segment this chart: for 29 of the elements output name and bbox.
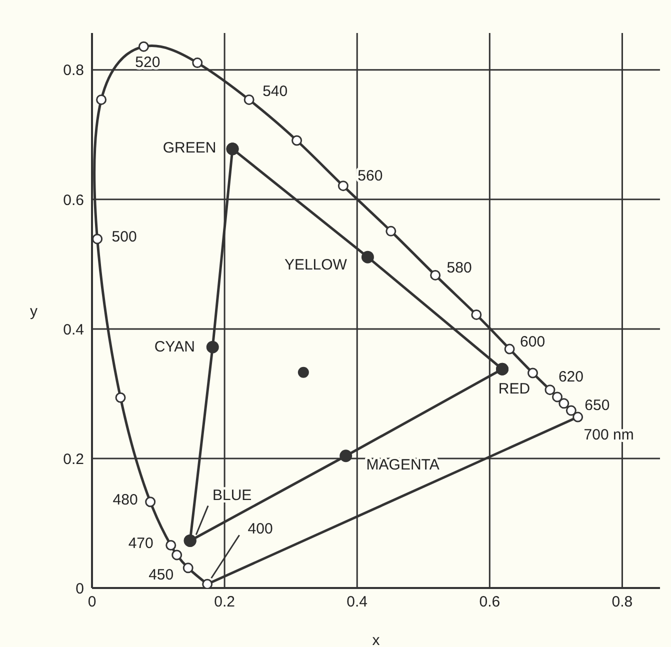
annotation: 620 xyxy=(558,368,584,386)
annotation: 520 xyxy=(135,54,160,72)
annotation: 650 xyxy=(584,397,610,414)
annotation: 500 xyxy=(112,228,137,246)
y-axis-title: y xyxy=(30,302,38,320)
x-axis-title: x xyxy=(372,632,380,647)
annotation: RED xyxy=(498,380,530,398)
y-tick-label: 0.8 xyxy=(63,62,84,80)
annotation: 540 xyxy=(262,83,288,100)
x-tick-label: 0.4 xyxy=(346,594,368,611)
annotation: 470 xyxy=(128,534,154,552)
x-tick-label: 0.6 xyxy=(479,594,500,611)
x-tick-label: 0.8 xyxy=(612,594,633,611)
x-tick-label: 0 xyxy=(88,594,96,611)
annotation: 560 xyxy=(358,167,383,184)
annotation: CYAN xyxy=(154,338,195,356)
annotation: YELLOW xyxy=(284,256,348,274)
annotation: 580 xyxy=(446,260,472,277)
annotation: 450 xyxy=(148,566,174,584)
annotation: MAGENTA xyxy=(366,456,440,474)
y-tick-label: 0 xyxy=(76,580,84,598)
annotation: GREEN xyxy=(162,139,216,156)
y-tick-label: 0.4 xyxy=(63,321,84,338)
x-tick-label: 0.2 xyxy=(214,594,235,611)
annotation: 480 xyxy=(112,491,138,508)
y-tick-label: 0.2 xyxy=(63,450,84,468)
annotation: 600 xyxy=(520,334,546,351)
annotation: 400 xyxy=(248,520,273,538)
y-tick-label: 0.6 xyxy=(63,192,84,209)
